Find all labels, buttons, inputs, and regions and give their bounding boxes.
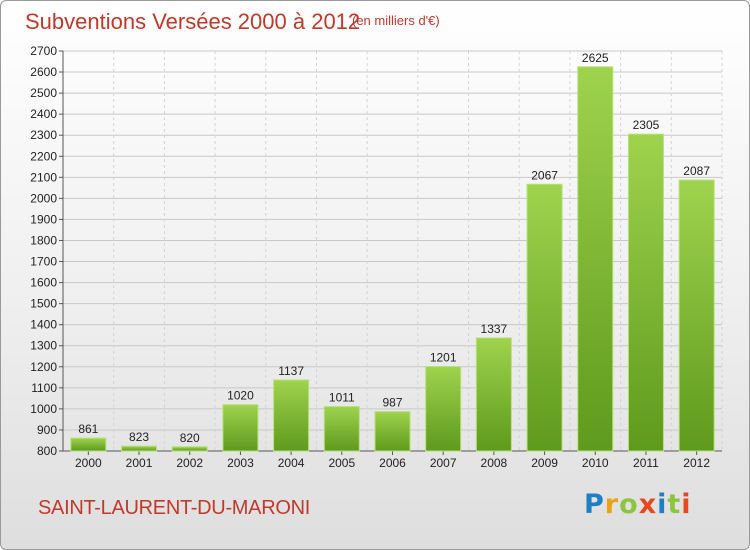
x-tick-label-2010: 2010 <box>582 456 609 470</box>
logo-letter: i <box>657 489 668 520</box>
x-tick-label-2004: 2004 <box>278 456 305 470</box>
value-label-2004: 1137 <box>278 364 304 378</box>
y-tick-label: 1000 <box>30 402 57 416</box>
x-tick-label-2005: 2005 <box>328 456 355 470</box>
y-tick-label: 1900 <box>30 212 57 226</box>
label-layer: 861 823 820 1020 1137 1011 987 1201 1337 2067 2625… <box>78 51 710 445</box>
x-tick-label-2009: 2009 <box>531 456 558 470</box>
bar-2010[interactable] <box>577 66 614 452</box>
y-tick-label: 1600 <box>30 276 57 290</box>
x-tick-label-2003: 2003 <box>227 456 254 470</box>
y-tick-label: 2000 <box>30 191 57 205</box>
value-label-2007: 1201 <box>430 351 457 365</box>
value-label-2008: 1337 <box>481 322 508 336</box>
x-tick-label-2011: 2011 <box>633 456 659 470</box>
logo-letter: o <box>619 489 639 520</box>
bar-2007[interactable] <box>425 366 462 452</box>
y-tick-label: 1500 <box>30 297 57 311</box>
grid-layer <box>62 50 723 452</box>
y-tick-label: 1400 <box>30 318 57 332</box>
y-tick-label: 1800 <box>30 233 57 247</box>
y-tick-label: 1200 <box>30 360 57 374</box>
value-label-2000: 861 <box>78 422 98 436</box>
bar-2005[interactable] <box>323 406 360 452</box>
y-tick-label: 2200 <box>30 149 57 163</box>
logo-letter: t <box>667 489 682 520</box>
bar-2000[interactable] <box>70 437 107 452</box>
value-label-2006: 987 <box>382 396 402 410</box>
y-tick-label: 800 <box>37 444 57 458</box>
value-label-2010: 2625 <box>582 51 609 65</box>
x-tick-label-2008: 2008 <box>481 456 508 470</box>
value-label-2012: 2087 <box>683 164 710 178</box>
value-label-2001: 823 <box>129 430 149 444</box>
logo-letter: r <box>604 489 620 520</box>
value-label-2003: 1020 <box>227 389 254 403</box>
x-tick-label-2001: 2001 <box>126 456 153 470</box>
logo-letter: x <box>638 489 658 520</box>
x-tick-label-2007: 2007 <box>430 456 457 470</box>
y-tick-label: 2100 <box>30 170 57 184</box>
bar-2009[interactable] <box>526 183 563 452</box>
y-tick-label: 1700 <box>30 255 57 269</box>
y-tick-label: 900 <box>37 423 57 437</box>
y-tick-label: 1300 <box>30 339 57 353</box>
y-tick-label: 2400 <box>30 107 57 121</box>
bar-2003[interactable] <box>222 404 259 452</box>
y-tick-label: 2300 <box>30 128 57 142</box>
bar-2001[interactable] <box>121 445 158 452</box>
y-tick-label: 2600 <box>30 65 57 79</box>
bar-2012[interactable] <box>678 179 715 452</box>
axis-layer: 800 900 1000 1100 1200 1300 1400 1500 1600 1700 18… <box>30 44 722 470</box>
x-tick-label-2006: 2006 <box>379 456 406 470</box>
x-tick-label-2000: 2000 <box>75 456 102 470</box>
chart-title: Subventions Versées 2000 à 2012 <box>25 9 361 34</box>
logo-letter: P <box>584 489 605 520</box>
bar-2011[interactable] <box>627 133 664 452</box>
value-label-2005: 1011 <box>329 391 355 405</box>
chart-subtitle: (en milliers d'€) <box>352 13 440 28</box>
bar-2006[interactable] <box>374 411 411 452</box>
bar-2008[interactable] <box>475 337 512 452</box>
bar-layer <box>70 66 715 452</box>
bar-2002[interactable] <box>171 446 208 452</box>
logo-letter: i <box>681 489 692 520</box>
x-tick-label-2012: 2012 <box>683 456 710 470</box>
y-tick-label: 2700 <box>30 44 57 58</box>
location-name: SAINT-LAURENT-DU-MARONI <box>38 497 311 519</box>
bar-2004[interactable] <box>273 379 310 452</box>
value-label-2002: 820 <box>180 431 200 445</box>
value-label-2009: 2067 <box>531 168 558 182</box>
proxiti-logo[interactable]: Proxiti <box>584 489 692 520</box>
y-tick-label: 2500 <box>30 86 57 100</box>
x-tick-label-2002: 2002 <box>176 456 203 470</box>
value-label-2011: 2305 <box>633 118 660 132</box>
y-tick-label: 1100 <box>31 381 57 395</box>
